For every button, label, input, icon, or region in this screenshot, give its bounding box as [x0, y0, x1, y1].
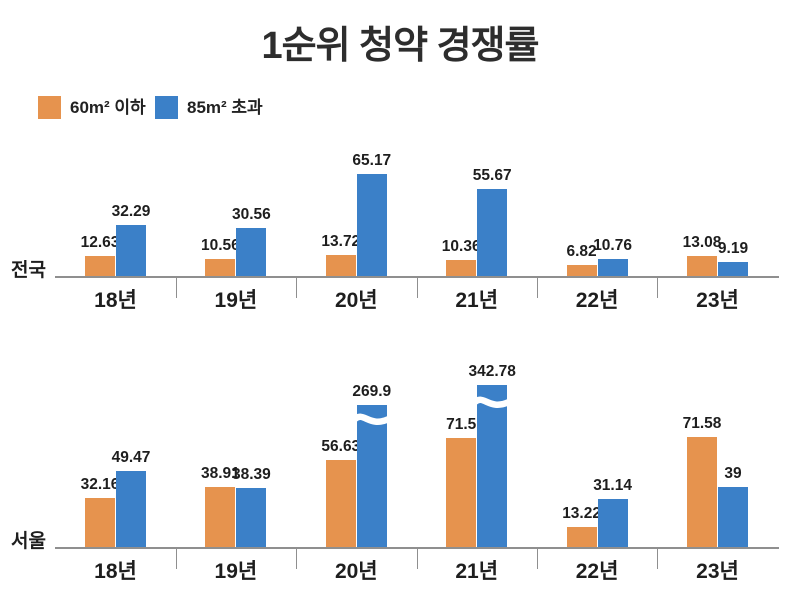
bar	[566, 527, 597, 547]
axis-break-mark	[473, 395, 511, 413]
bar	[116, 471, 146, 547]
x-tick-label: 21년	[455, 289, 499, 312]
bar	[687, 437, 717, 547]
x-tick-label: 18년	[94, 560, 137, 583]
value-label: 65.17	[352, 152, 392, 169]
x-tick-label: 21년	[455, 560, 499, 583]
x-tick-label: 19년	[214, 560, 258, 583]
legend-swatch-blue-icon	[155, 96, 178, 119]
value-label: 13.72	[321, 233, 361, 250]
value-label: 38.91	[200, 465, 240, 482]
axis-tick	[296, 278, 298, 298]
value-label: 55.67	[472, 167, 512, 184]
bar	[205, 259, 236, 276]
axis-tick	[657, 278, 659, 298]
legend-label: 85m² 초과	[187, 98, 263, 117]
value-label: 342.78	[468, 363, 516, 380]
axis-tick	[657, 549, 659, 569]
bar	[325, 255, 356, 276]
bar	[566, 265, 597, 276]
x-axis	[55, 276, 779, 278]
bar	[687, 256, 717, 276]
value-label: 31.14	[593, 477, 632, 494]
axis-tick	[175, 549, 177, 569]
legend-item-under-60: 60m² 이하	[38, 96, 146, 119]
axis-tick	[536, 549, 538, 569]
value-label: 6.82	[566, 243, 597, 260]
bar	[116, 225, 146, 276]
x-tick-label: 20년	[334, 560, 378, 583]
bar	[356, 174, 387, 276]
value-label: 32.16	[80, 476, 120, 493]
axis-tick	[296, 549, 298, 569]
bar	[597, 499, 628, 547]
bar	[325, 460, 356, 547]
bar	[205, 487, 236, 547]
x-tick-label: 23년	[696, 289, 739, 312]
axis-tick	[416, 549, 418, 569]
bar	[718, 262, 748, 276]
chart-title: 1순위 청약 경쟁률	[261, 25, 540, 67]
legend-label: 60m² 이하	[70, 98, 146, 117]
legend-item-over-85: 85m² 초과	[155, 96, 263, 119]
value-label: 9.19	[717, 240, 749, 257]
x-tick-label: 23년	[696, 560, 739, 583]
axis-break-mark	[352, 412, 391, 430]
axis-tick	[416, 278, 418, 298]
value-label: 10.36	[441, 238, 481, 255]
value-label: 49.47	[111, 449, 151, 466]
axis-tick	[536, 278, 538, 298]
value-label: 12.63	[80, 234, 120, 251]
x-tick-label: 18년	[94, 289, 137, 312]
value-label: 38.39	[231, 466, 271, 483]
bar	[85, 498, 115, 547]
value-label: 269.9	[352, 383, 392, 400]
bar	[236, 228, 267, 276]
row-label-nationwide: 전국	[11, 260, 46, 281]
value-label: 56.63	[321, 438, 361, 455]
x-tick-label: 20년	[334, 289, 378, 312]
value-label: 32.29	[111, 203, 151, 220]
x-tick-label: 19년	[214, 289, 258, 312]
value-label: 10.56	[200, 237, 240, 254]
value-label: 13.22	[562, 505, 601, 522]
row-label-seoul: 서울	[11, 531, 46, 552]
bar	[446, 438, 477, 547]
x-axis	[55, 547, 779, 549]
value-label: 10.76	[593, 237, 632, 254]
bar	[446, 260, 477, 276]
value-label: 30.56	[231, 206, 271, 223]
axis-tick	[175, 278, 177, 298]
bar	[85, 256, 115, 276]
bar	[477, 189, 508, 276]
x-tick-label: 22년	[575, 289, 619, 312]
bar	[718, 487, 748, 547]
value-label: 71.5	[446, 416, 477, 433]
bar	[356, 405, 387, 547]
value-label: 39	[724, 465, 742, 482]
value-label: 71.58	[682, 415, 722, 432]
bar	[236, 488, 267, 547]
x-tick-label: 22년	[575, 560, 619, 583]
bar	[477, 385, 508, 547]
value-label: 13.08	[682, 234, 722, 251]
bar	[597, 259, 628, 276]
legend-swatch-orange-icon	[38, 96, 61, 119]
